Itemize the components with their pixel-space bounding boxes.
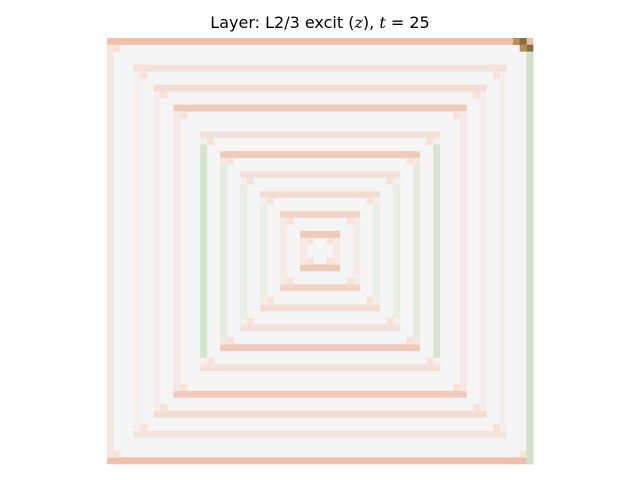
band-1-right <box>413 164 421 338</box>
ring-6-top <box>240 171 401 179</box>
right-edge-band <box>526 44 534 465</box>
ring-3-corner-bl <box>180 384 188 392</box>
ring-3-corner-br <box>453 384 461 392</box>
chart-title: Layer: L2/3 excit (z), t = 25 <box>0 13 640 32</box>
ring-7-corner-br <box>366 297 374 305</box>
ring-4-corner-br <box>426 357 434 365</box>
ring-8-corner-tl <box>286 217 294 225</box>
ring-2-right <box>479 91 487 412</box>
ring-1-corner-br <box>493 424 501 432</box>
title-variable: z <box>354 13 363 32</box>
ring-9-right <box>333 237 341 265</box>
ring-4-corner-bl <box>206 357 214 365</box>
corner-pixel-1 <box>513 38 520 45</box>
title-mid: ), <box>362 13 380 32</box>
band-3-right <box>373 204 381 298</box>
title-time-variable: t <box>379 13 386 32</box>
ring-7-corner-bl <box>266 297 274 305</box>
ring-8-top <box>280 211 361 219</box>
ring-7-corner-tl <box>266 197 274 205</box>
ring-1-bottom <box>133 430 507 438</box>
title-time-value: 25 <box>409 13 430 32</box>
corner-pixel-4 <box>519 44 527 52</box>
ring-1-corner-bl <box>140 424 148 432</box>
band-0-right <box>433 144 441 358</box>
title-equals: = <box>385 13 410 32</box>
ring-4-top <box>200 131 441 139</box>
ring-5-bottom <box>220 344 421 352</box>
ring-1-right <box>499 71 507 432</box>
ring-4-corner-tr <box>426 137 434 145</box>
ring-9-bottom <box>300 264 341 272</box>
ring-4-bottom <box>200 364 441 372</box>
ring-1-corner-tl <box>140 71 148 79</box>
ring-6-corner-tl <box>246 177 254 185</box>
ring-9-corner-tr <box>326 237 334 245</box>
ring-3-bottom <box>173 390 467 398</box>
corner-pixel-2 <box>519 38 527 45</box>
title-prefix: Layer: L2/3 excit ( <box>210 13 355 32</box>
ring-9-left <box>300 237 307 265</box>
ring-6-corner-br <box>386 317 394 325</box>
ring-2-corner-tl <box>160 91 168 99</box>
ring-8-corner-br <box>346 277 354 285</box>
ring-0-top <box>107 38 534 45</box>
ring-5-corner-br <box>406 337 414 345</box>
ring-2-corner-br <box>473 404 481 412</box>
ring-7-bottom <box>260 304 381 312</box>
corner-pixel-3 <box>526 44 534 52</box>
ring-1-corner-tr <box>493 71 501 79</box>
band-2-right <box>393 184 401 318</box>
ring-3-top <box>173 104 467 112</box>
ring-2-corner-tr <box>473 91 481 99</box>
ring-0-corner-tl <box>113 44 121 52</box>
heatmap-background <box>107 38 533 464</box>
ring-0-corner-bl <box>113 450 121 458</box>
ring-5-corner-bl <box>226 337 234 345</box>
ring-8-corner-tr <box>346 217 354 225</box>
ring-5-corner-tl <box>226 157 234 165</box>
ring-0-corner-br <box>519 450 527 458</box>
ring-5-top <box>220 151 421 159</box>
ring-6-bottom <box>240 324 401 332</box>
ring-9-corner-tl <box>306 237 314 245</box>
ring-8-left <box>280 217 288 285</box>
ring-3-left <box>173 111 181 392</box>
ring-3-corner-tl <box>180 111 188 119</box>
ring-2-corner-bl <box>160 404 168 412</box>
ring-4-corner-tl <box>206 137 214 145</box>
ring-7-corner-tr <box>366 197 374 205</box>
heatmap-cells <box>107 38 534 465</box>
ring-5-corner-tr <box>406 157 414 165</box>
ring-9-corner-bl <box>306 257 314 265</box>
ring-0-bottom <box>107 457 534 465</box>
ring-6-corner-tr <box>386 177 394 185</box>
ring-1-top <box>133 64 507 72</box>
band-2-left <box>240 184 248 318</box>
ring-3-right <box>459 111 467 392</box>
ring-9-corner-br <box>326 257 334 265</box>
ring-6-corner-bl <box>246 317 254 325</box>
ring-7-top <box>260 191 381 199</box>
band-1-left <box>220 164 228 338</box>
band-0-left <box>200 144 208 358</box>
ring-1-left <box>133 71 141 432</box>
ring-9-top <box>300 231 341 238</box>
band-3-left <box>260 204 268 298</box>
ring-8-corner-bl <box>286 277 294 285</box>
ring-2-top <box>153 84 487 92</box>
ring-8-bottom <box>280 284 361 292</box>
ring-0-left <box>107 44 114 458</box>
ring-8-right <box>353 217 361 285</box>
ring-2-left <box>153 91 161 412</box>
ring-2-bottom <box>153 410 487 418</box>
ring-3-corner-tr <box>453 111 461 119</box>
